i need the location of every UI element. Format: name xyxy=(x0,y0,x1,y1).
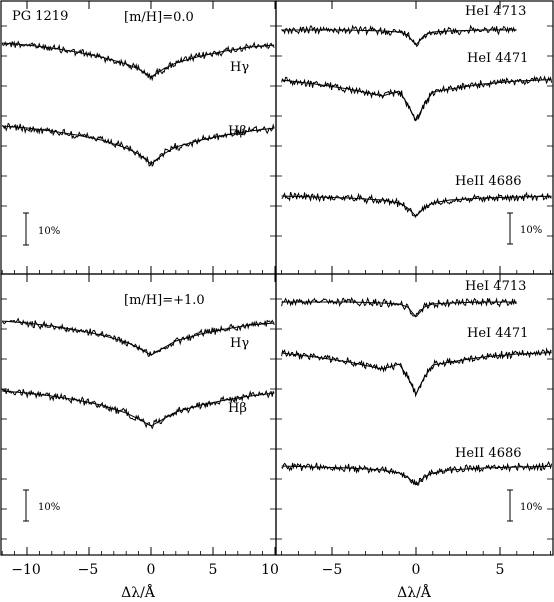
observed-spectrum-line xyxy=(1,40,275,82)
scale-bar-label: 10% xyxy=(520,225,542,236)
model-fit-line xyxy=(2,42,275,78)
observed-spectrum-line xyxy=(1,387,275,430)
scale-bar-label: 10% xyxy=(520,502,542,513)
observed-spectrum-line xyxy=(281,460,553,486)
series-label-hei4713-bottom: HeI 4713 xyxy=(465,279,526,294)
scale-bar-bottom-left: 10% xyxy=(23,489,60,522)
series-label-heii4686-bottom: HeII 4686 xyxy=(455,446,522,461)
series-label-hei4471-bottom: HeI 4471 xyxy=(467,326,528,341)
x-tick-labels-right: −5 0 5 xyxy=(322,562,505,578)
model-fit-line xyxy=(281,352,552,394)
x-tick-label: −5 xyxy=(78,562,99,578)
model-fit-line xyxy=(2,390,275,427)
x-axis-label-left: Δλ/Å xyxy=(121,583,156,601)
x-tick-label: −10 xyxy=(11,562,41,578)
observed-spectrum-line xyxy=(281,296,517,318)
model-fit-line xyxy=(281,465,552,486)
x-tick-label: 0 xyxy=(147,562,156,578)
model-fit-line xyxy=(281,195,552,217)
series-label-hgamma-top: Hγ xyxy=(230,60,249,75)
annotation-top-left: [m/H]=0.0 xyxy=(124,10,194,25)
scale-bar-bottom-right: 10% xyxy=(507,489,542,522)
axis-ticks xyxy=(1,1,553,555)
scale-bar-label: 10% xyxy=(38,502,60,513)
model-fit-line xyxy=(281,301,517,318)
observed-spectrum-line xyxy=(281,75,553,122)
panel-frame-bottom-right xyxy=(275,273,554,556)
scale-bar-top-left: 10% xyxy=(23,212,60,246)
scale-bar-label: 10% xyxy=(38,226,60,237)
series-label-heii4686-top: HeII 4686 xyxy=(455,174,522,189)
model-fit-line xyxy=(2,320,275,356)
scale-bar-top-right: 10% xyxy=(507,212,542,245)
x-tick-label: −5 xyxy=(322,562,343,578)
annotation-bottom-left: [m/H]=+1.0 xyxy=(124,293,205,308)
series-label-hgamma-bottom: Hγ xyxy=(230,336,249,351)
x-tick-label: 5 xyxy=(496,562,505,578)
model-fit-line xyxy=(281,29,517,46)
series-label-hbeta-bottom: Hβ xyxy=(228,401,247,416)
spectra-layer xyxy=(1,24,553,486)
model-fit-line xyxy=(281,79,552,121)
series-label-hei4471-top: HeI 4471 xyxy=(467,51,528,66)
observed-spectrum-line xyxy=(281,24,517,48)
object-label: PG 1219 xyxy=(12,9,68,24)
x-axis-label-right: Δλ/Å xyxy=(397,583,432,601)
x-tick-label: 10 xyxy=(261,562,279,578)
x-tick-labels-left: −10 −5 0 5 10 xyxy=(11,562,279,578)
x-tick-label: 0 xyxy=(412,562,421,578)
model-fit-line xyxy=(2,125,275,165)
x-tick-label: 5 xyxy=(209,562,218,578)
observed-spectrum-line xyxy=(281,347,552,398)
series-label-hbeta-top: Hβ xyxy=(228,124,247,139)
series-label-hei4713-top: HeI 4713 xyxy=(465,4,526,19)
observed-spectrum-line xyxy=(1,317,275,357)
